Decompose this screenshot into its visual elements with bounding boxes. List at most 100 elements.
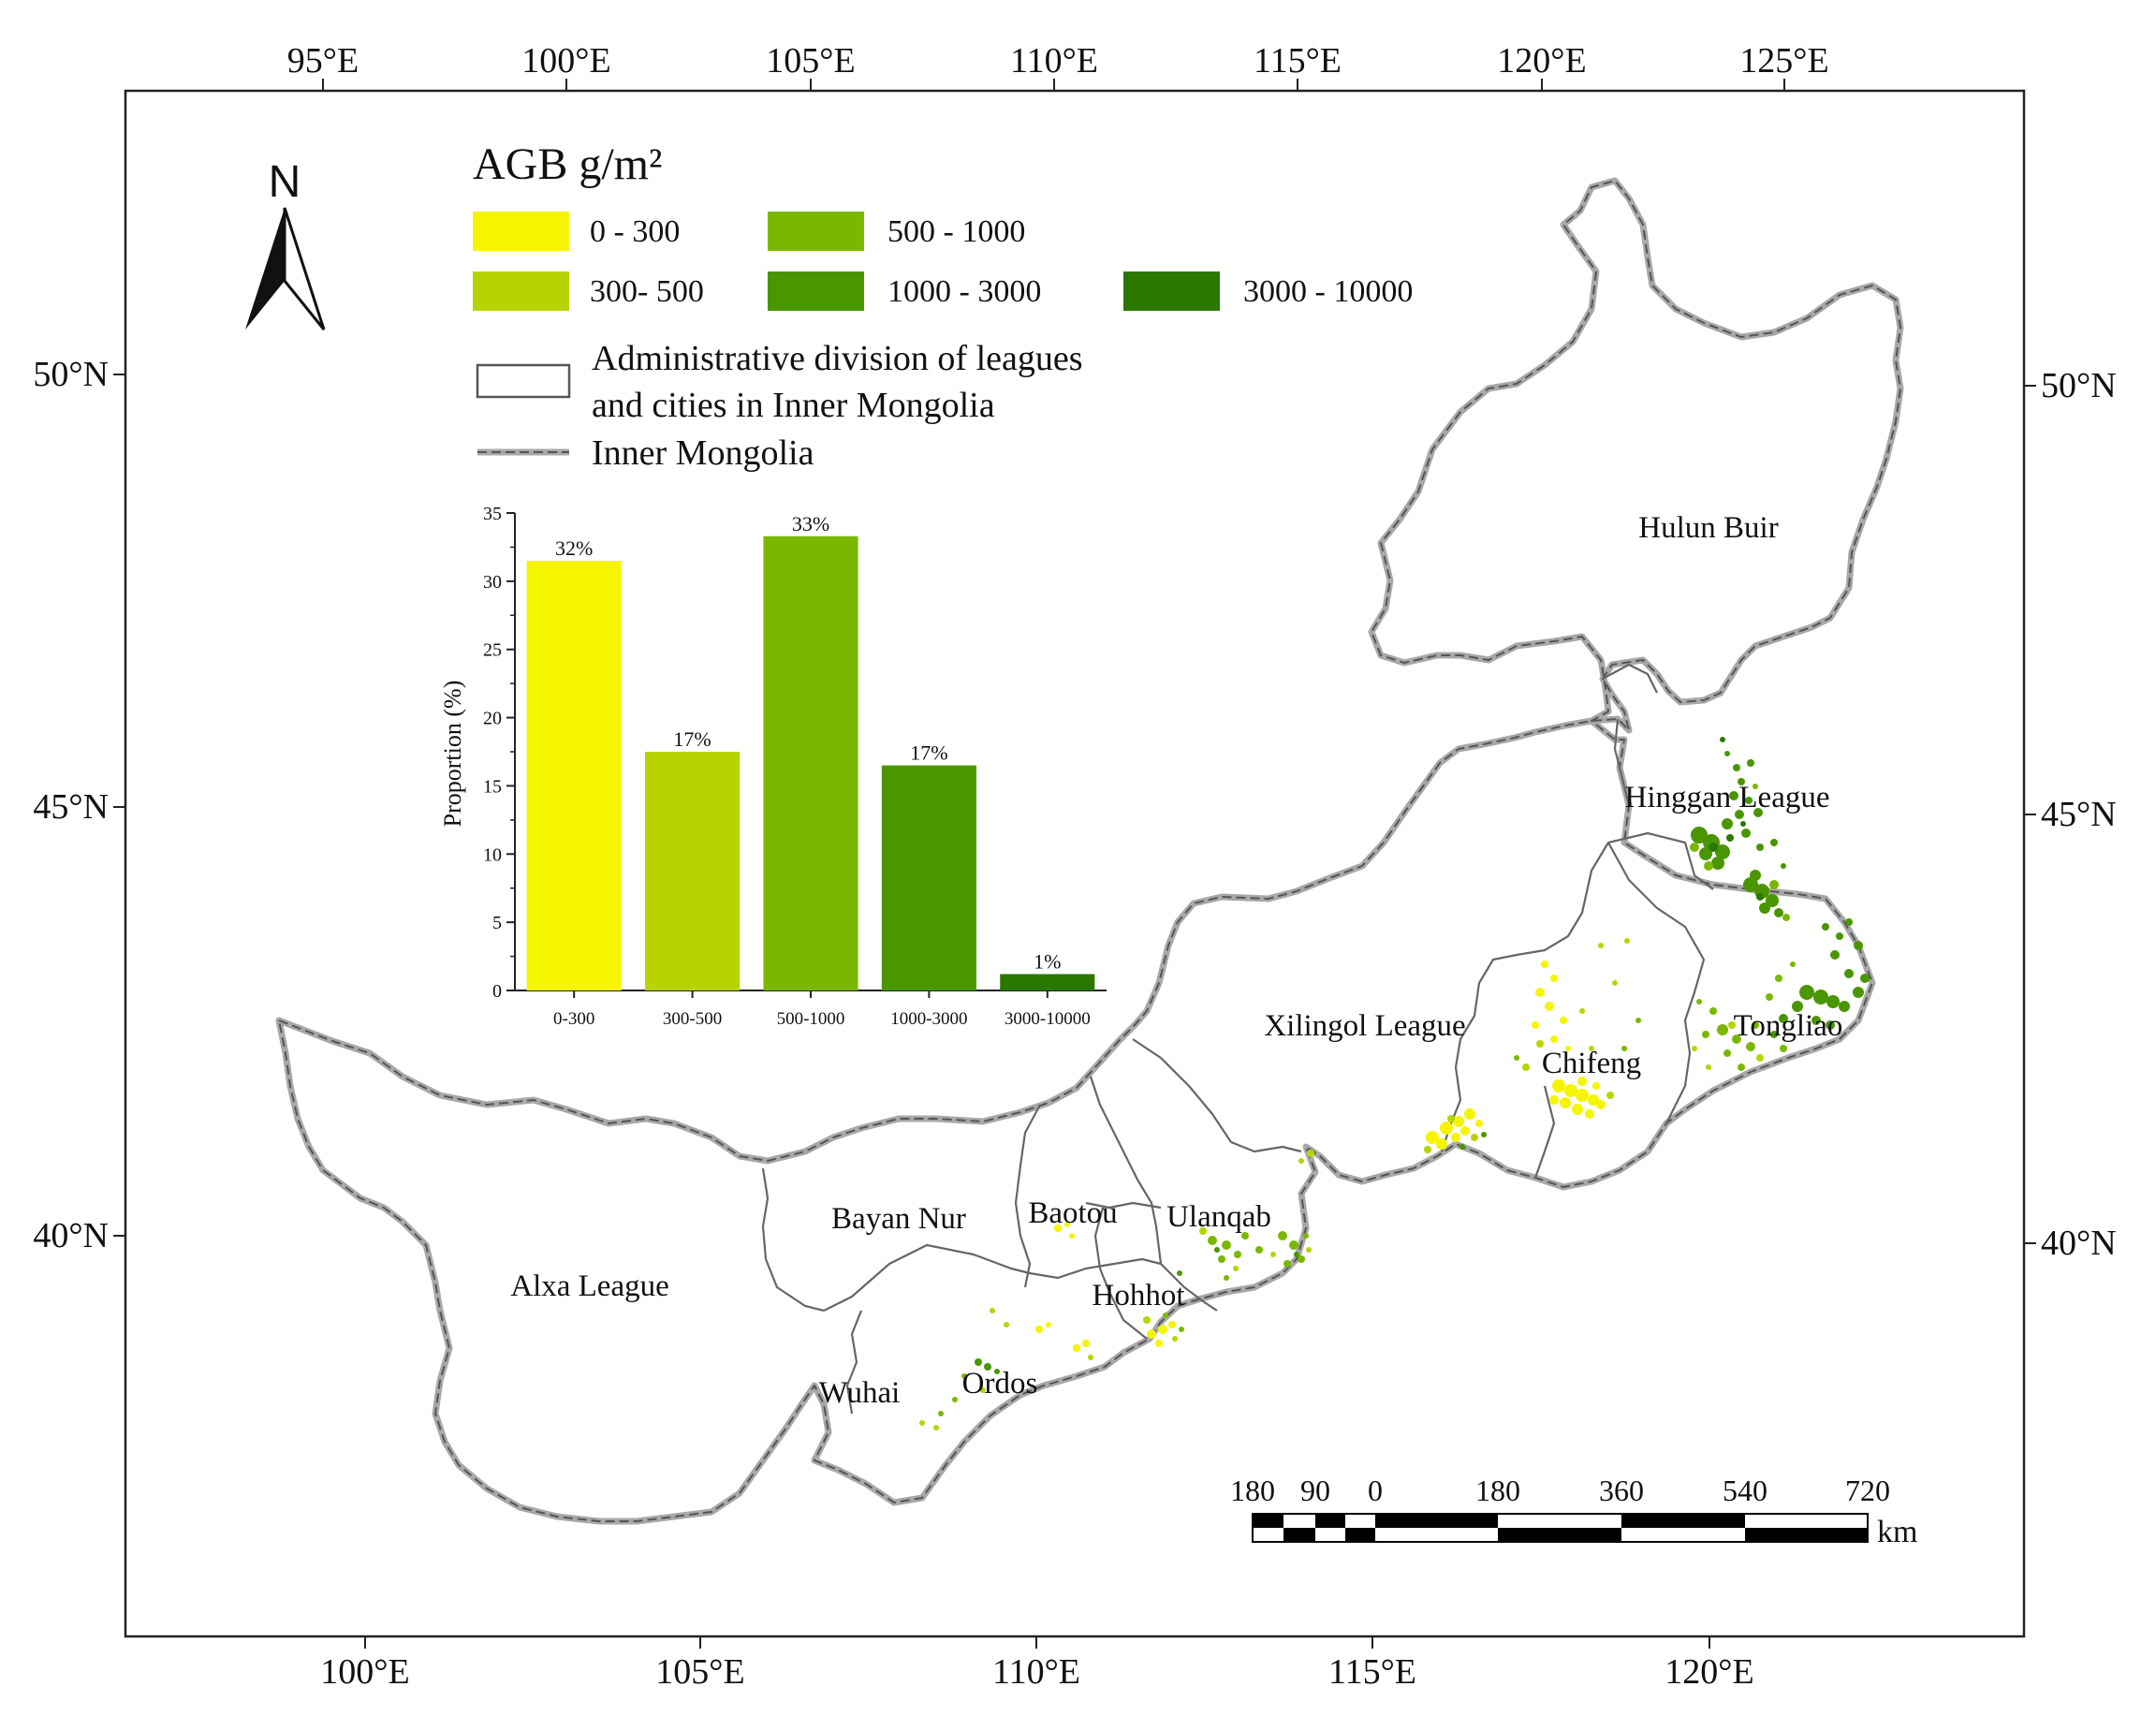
legend-class-label: 1000 - 3000: [887, 274, 1041, 309]
chart-data-label: 17%: [910, 741, 947, 765]
scale-label: 180: [1475, 1474, 1520, 1507]
top-lon-label: 95°E: [287, 41, 359, 81]
legend-swatch: [1123, 271, 1220, 311]
bottom-lon-label: 115°E: [1328, 1652, 1416, 1692]
region-label-chifeng: Chifeng: [1542, 1047, 1641, 1080]
region-label-alxa: Alxa League: [510, 1269, 669, 1303]
top-lon-label: 105°E: [766, 41, 855, 81]
bottom-lon-axis: 100°E 105°E 110°E 115°E 120°E: [320, 1636, 1754, 1692]
scale-label: 720: [1845, 1474, 1890, 1507]
scale-segment: [1745, 1528, 1868, 1542]
region-label-ulanqab: Ulanqab: [1166, 1200, 1271, 1234]
legend-boundary-label: Inner Mongolia: [592, 433, 814, 473]
inset-bar-chart: 0 5 10 15 20 25 30 35 32% 17% 33% 17% 1% 0-300 300-5…: [439, 504, 1107, 1029]
scale-bar-border: [1252, 1513, 1869, 1543]
chart-x-tick-label: 1000-3000: [890, 1009, 967, 1029]
chart-x-tick-label: 0-300: [553, 1009, 594, 1029]
chart-data-label: 32%: [555, 536, 593, 560]
scale-label: 90: [1300, 1474, 1330, 1507]
bottom-lon-label: 120°E: [1665, 1652, 1753, 1692]
scale-segment: [1375, 1528, 1498, 1542]
scale-segment: [1345, 1528, 1375, 1542]
scale-segment: [1345, 1514, 1375, 1528]
legend-class-label: 500 - 1000: [887, 214, 1025, 249]
legend-swatch: [473, 271, 569, 311]
chart-y-tick-label: 35: [483, 504, 502, 524]
region-labels: Hulun Buir Hinggan League Xilingol Leagu…: [510, 511, 1842, 1410]
scale-label: 360: [1599, 1474, 1644, 1507]
region-label-bayan-nur: Bayan Nur: [831, 1202, 966, 1236]
legend-admin-label: and cities in Inner Mongolia: [592, 386, 995, 425]
legend-swatch: [768, 212, 864, 251]
left-lat-label: 45°N: [33, 787, 109, 827]
legend-class-label: 3000 - 10000: [1243, 274, 1413, 309]
bottom-lon-label: 105°E: [655, 1652, 744, 1692]
scale-label: 180: [1230, 1474, 1275, 1507]
chart-y-tick-label: 20: [483, 709, 502, 729]
scale-label: 0: [1368, 1474, 1383, 1507]
scale-segment: [1375, 1514, 1498, 1528]
top-lon-label: 125°E: [1739, 41, 1828, 81]
top-lon-label: 115°E: [1254, 41, 1342, 81]
chart-y-label: Proportion (%): [439, 681, 466, 828]
legend-swatch: [473, 212, 569, 251]
legend-class-label: 300- 500: [590, 274, 704, 309]
right-lat-axis: 50°N 45°N 40°N: [2024, 366, 2117, 1263]
chart-bar: [1000, 974, 1095, 990]
scale-segment: [1253, 1514, 1283, 1528]
map-frame: [124, 89, 2026, 1638]
left-lat-label: 40°N: [33, 1216, 109, 1255]
scale-segment: [1253, 1528, 1283, 1542]
scale-segment: [1745, 1514, 1868, 1528]
legend-admin-swatch: [476, 363, 571, 399]
chart-y-tick-label: 25: [483, 640, 502, 661]
map-legend: AGB g/m² 0 - 300 300- 500 500 - 1000 100…: [473, 139, 1413, 473]
scale-unit: km: [1877, 1515, 1917, 1549]
legend-title: AGB g/m²: [473, 139, 662, 189]
legend-swatch: [768, 271, 864, 311]
chart-y-tick-label: 30: [483, 572, 502, 593]
scale-segment: [1498, 1528, 1621, 1542]
top-lon-label: 100°E: [521, 41, 610, 81]
chart-y-tick-label: 0: [492, 981, 502, 1002]
chart-x-tick-label: 3000-10000: [1005, 1009, 1091, 1029]
admin-divisions: [761, 663, 1714, 1415]
chart-bar: [881, 765, 976, 990]
region-label-hohhot: Hohhot: [1093, 1279, 1185, 1313]
chart-bar: [763, 535, 858, 990]
chart-data-label: 17%: [673, 727, 711, 751]
scale-segment: [1621, 1528, 1745, 1542]
scale-label: 540: [1723, 1474, 1767, 1507]
region-label-baotou: Baotou: [1028, 1196, 1117, 1230]
chart-y-tick-label: 15: [483, 776, 502, 797]
left-lat-label: 50°N: [33, 355, 109, 394]
chart-y-tick-label: 5: [492, 913, 502, 933]
region-label-hulun-buir: Hulun Buir: [1638, 511, 1778, 545]
bottom-lon-label: 110°E: [992, 1652, 1080, 1692]
chart-x-tick-label: 500-1000: [777, 1009, 845, 1029]
bottom-lon-label: 100°E: [320, 1652, 409, 1692]
scale-segment: [1315, 1528, 1345, 1542]
chart-data-label: 33%: [792, 512, 829, 535]
north-arrow: N: [245, 157, 326, 330]
scale-bar: 180 90 0 180 360 540 720 km: [1230, 1474, 1917, 1549]
region-label-hinggan: Hinggan League: [1625, 781, 1830, 814]
chart-y-tick-label: 10: [483, 844, 502, 865]
right-lat-label: 40°N: [2041, 1224, 2117, 1263]
north-arrow-dark: [245, 208, 285, 330]
legend-admin-label: Administrative division of leagues: [592, 339, 1083, 378]
chart-x-tick-label: 300-500: [663, 1009, 722, 1029]
agb-sample-points: [919, 737, 1870, 1430]
region-label-xilingol: Xilingol League: [1264, 1009, 1465, 1043]
left-lat-axis: 50°N 45°N 40°N: [33, 355, 125, 1255]
region-label-ordos: Ordos: [962, 1367, 1038, 1401]
top-lon-axis: 95°E 100°E 105°E 110°E 115°E 120°E 125°E: [287, 41, 1829, 91]
north-arrow-label: N: [269, 157, 301, 207]
right-lat-label: 50°N: [2041, 366, 2117, 405]
scale-segment: [1621, 1514, 1745, 1528]
top-lon-label: 110°E: [1010, 41, 1098, 81]
scale-segment: [1283, 1514, 1315, 1528]
legend-class-label: 0 - 300: [590, 214, 680, 249]
top-lon-label: 120°E: [1497, 41, 1586, 81]
